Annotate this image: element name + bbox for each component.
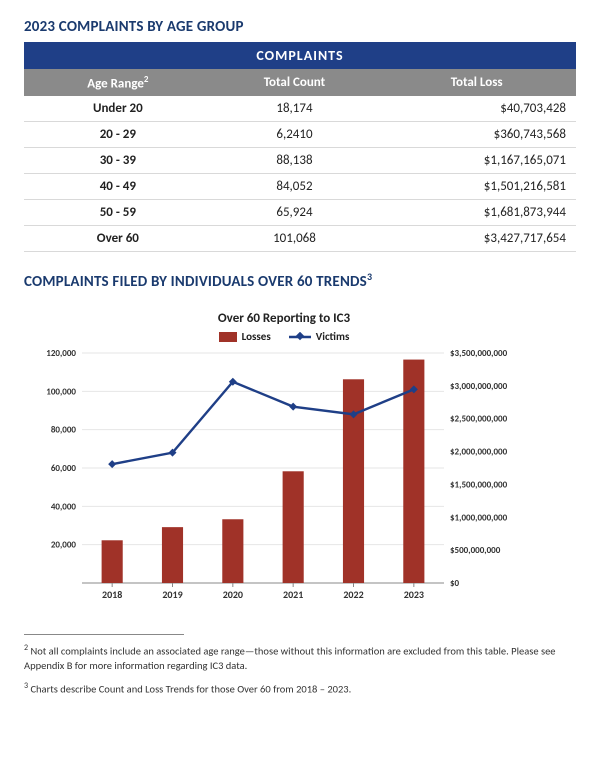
svg-text:$2,000,000,000: $2,000,000,000 xyxy=(450,447,508,458)
cell-count: 65,924 xyxy=(212,200,378,226)
cell-count: 6,2410 xyxy=(212,122,378,148)
svg-text:80,000: 80,000 xyxy=(51,425,77,436)
col-loss: Total Loss xyxy=(377,69,576,96)
svg-text:2021: 2021 xyxy=(283,588,303,601)
table-row: 40 - 4984,052$1,501,216,581 xyxy=(24,174,576,200)
cell-count: 101,068 xyxy=(212,226,378,252)
cell-age: Under 20 xyxy=(24,96,212,122)
section1-title: 2023 COMPLAINTS BY AGE GROUP xyxy=(24,18,576,36)
col-age: Age Range2 xyxy=(24,69,212,96)
table-row: Under 2018,174$40,703,428 xyxy=(24,96,576,122)
cell-age: Over 60 xyxy=(24,226,212,252)
svg-text:2019: 2019 xyxy=(162,588,182,601)
svg-text:$0: $0 xyxy=(450,578,460,589)
svg-text:$1,000,000,000: $1,000,000,000 xyxy=(450,513,508,524)
table-row: 30 - 3988,138$1,167,165,071 xyxy=(24,148,576,174)
svg-text:$3,000,000,000: $3,000,000,000 xyxy=(450,381,508,392)
table-banner: COMPLAINTS xyxy=(24,42,576,69)
cell-age: 30 - 39 xyxy=(24,148,212,174)
cell-age: 20 - 29 xyxy=(24,122,212,148)
chart-title: Over 60 Reporting to IC3 xyxy=(24,311,544,326)
svg-text:120,000: 120,000 xyxy=(46,348,76,359)
over60-chart: Over 60 Reporting to IC3 Losses Victims … xyxy=(24,311,544,612)
section2-title: COMPLAINTS FILED BY INDIVIDUALS OVER 60 … xyxy=(24,270,576,291)
col-count: Total Count xyxy=(212,69,378,96)
complaints-table: COMPLAINTS Age Range2 Total Count Total … xyxy=(24,42,576,252)
svg-text:2023: 2023 xyxy=(404,588,424,601)
cell-age: 40 - 49 xyxy=(24,174,212,200)
svg-text:20,000: 20,000 xyxy=(51,540,77,551)
cell-loss: $360,743,568 xyxy=(377,122,576,148)
legend-victims: Victims xyxy=(289,330,350,343)
footnote-3: 3 Charts describe Count and Loss Trends … xyxy=(24,681,576,697)
svg-text:$3,500,000,000: $3,500,000,000 xyxy=(450,348,508,359)
svg-text:100,000: 100,000 xyxy=(46,387,76,398)
cell-loss: $1,167,165,071 xyxy=(377,148,576,174)
cell-loss: $1,681,873,944 xyxy=(377,200,576,226)
table-row: 50 - 5965,924$1,681,873,944 xyxy=(24,200,576,226)
svg-text:2020: 2020 xyxy=(223,588,243,601)
svg-text:40,000: 40,000 xyxy=(51,502,77,513)
svg-text:60,000: 60,000 xyxy=(51,463,77,474)
cell-count: 18,174 xyxy=(212,96,378,122)
cell-loss: $1,501,216,581 xyxy=(377,174,576,200)
svg-text:2018: 2018 xyxy=(102,588,122,601)
table-row: 20 - 296,2410$360,743,568 xyxy=(24,122,576,148)
svg-text:$2,500,000,000: $2,500,000,000 xyxy=(450,414,508,425)
cell-loss: $40,703,428 xyxy=(377,96,576,122)
legend-losses: Losses xyxy=(219,330,271,343)
chart-svg: 120,000 100,000 80,000 60,000 40,000 20,000 $3… xyxy=(24,347,544,607)
cell-count: 88,138 xyxy=(212,148,378,174)
chart-legend: Losses Victims xyxy=(24,330,544,343)
cell-loss: $3,427,717,654 xyxy=(377,226,576,252)
cell-count: 84,052 xyxy=(212,174,378,200)
cell-age: 50 - 59 xyxy=(24,200,212,226)
footnote-2: 2 Not all complaints include an associat… xyxy=(24,643,576,673)
table-row: Over 60101,068$3,427,717,654 xyxy=(24,226,576,252)
svg-text:$500,000,000: $500,000,000 xyxy=(450,545,501,556)
svg-text:$1,500,000,000: $1,500,000,000 xyxy=(450,480,508,491)
footnote-rule xyxy=(24,634,184,635)
svg-text:2022: 2022 xyxy=(343,588,363,601)
